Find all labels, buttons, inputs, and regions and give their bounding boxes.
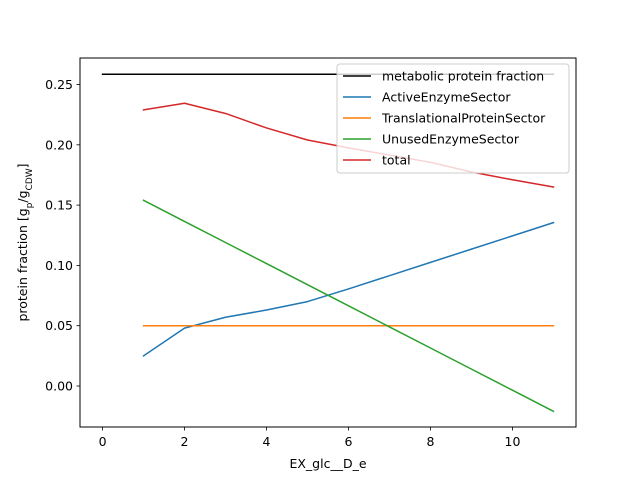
plot-area-frame xyxy=(79,57,577,428)
series-line-unusedenzymesector xyxy=(142,199,555,413)
legend-frame xyxy=(336,63,570,174)
x-axis-label: EX_glc__D_e xyxy=(289,456,366,471)
legend-label-translationalproteinsector: TranslationalProteinSector xyxy=(381,111,546,126)
x-tick-label: 0 xyxy=(99,434,107,449)
y-tick-label: 0.00 xyxy=(45,379,73,394)
legend-label-metabolic-protein-fraction: metabolic protein fraction xyxy=(382,69,544,84)
y-axis-label: protein fraction [gp/gCDW] xyxy=(15,163,35,321)
y-tick-label: 0.20 xyxy=(45,137,73,152)
legend-label-activeenzymesector: ActiveEnzymeSector xyxy=(382,90,511,105)
y-axis: 0.00 0.05 0.10 0.15 0.20 0.25 xyxy=(45,77,80,394)
x-tick-label: 2 xyxy=(181,434,189,449)
y-tick-label: 0.25 xyxy=(45,77,73,92)
x-axis: 0 2 4 6 8 10 xyxy=(99,427,521,449)
legend-label-unusedenzymesector: UnusedEnzymeSector xyxy=(382,132,520,147)
y-tick-label: 0.05 xyxy=(45,318,73,333)
legend-label-total: total xyxy=(382,153,411,168)
legend: metabolic protein fraction ActiveEnzymeSe… xyxy=(336,63,570,174)
series-line-activeenzymesector xyxy=(142,221,555,357)
y-tick-label: 0.15 xyxy=(45,198,73,213)
y-tick-label: 0.10 xyxy=(45,258,73,273)
x-tick-label: 4 xyxy=(263,434,271,449)
x-tick-label: 10 xyxy=(505,434,521,449)
x-tick-label: 6 xyxy=(345,434,353,449)
x-tick-label: 8 xyxy=(427,434,435,449)
